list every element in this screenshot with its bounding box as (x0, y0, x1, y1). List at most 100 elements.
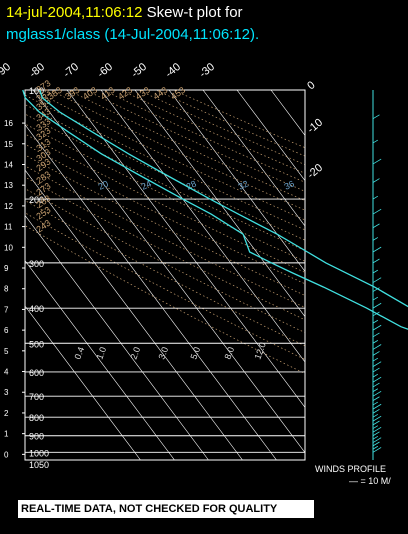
height-tick-label: 5 (4, 347, 9, 356)
height-tick-label: 0 (4, 450, 9, 459)
dry-adiabat-line (120, 90, 305, 174)
mixing-ratio-tick-label: 32 (237, 179, 250, 192)
dry-adiabat-line (67, 90, 305, 202)
theta-label: 433 (134, 85, 152, 102)
temperature-tick-label: -90 (0, 61, 13, 80)
temperature-tick-label: -30 (197, 61, 217, 80)
pressure-tick-label: 800 (29, 413, 44, 423)
isotherm-line (25, 124, 277, 460)
height-tick-label: 3 (4, 388, 9, 397)
wind-barb (372, 296, 379, 301)
theta-label: 423 (116, 85, 134, 102)
wind-barb (372, 287, 380, 292)
wind-barb (372, 401, 379, 406)
wind-barb (372, 246, 382, 253)
height-tick-label: 4 (4, 368, 9, 377)
right-temperature-tick-label: 0 (305, 79, 317, 92)
mixing-ratio-tick-label: 36 (283, 179, 296, 192)
wind-barb (372, 158, 382, 165)
wind-barb (372, 396, 380, 401)
theta-label: 243 (34, 218, 52, 235)
isotherm-line (236, 90, 305, 182)
wind-barb (372, 195, 379, 200)
height-tick-label: 15 (4, 140, 13, 149)
height-tick-label: 2 (4, 409, 9, 418)
isotherm-line (270, 90, 305, 136)
right-temperature-tick-label: -20 (305, 162, 325, 181)
wind-barb (372, 324, 382, 331)
theta-label: 393 (63, 85, 81, 102)
pressure-tick-label: 200 (29, 195, 44, 205)
wind-barb (372, 351, 380, 356)
isotherm-line (25, 305, 141, 460)
isotherm-line (25, 169, 243, 460)
wind-profile: WINDS PROFILE — = 10 M/ (315, 90, 391, 486)
wind-barb (372, 420, 380, 426)
wind-barb (372, 435, 379, 440)
wind-barb (372, 139, 379, 144)
wind-barb (372, 340, 379, 344)
wind-barb (372, 237, 379, 241)
temperature-tick-label: -80 (27, 61, 47, 80)
isotherm-line (100, 90, 305, 363)
mixing-ratio-tick-label: 20 (97, 179, 110, 192)
dry-adiabat-line (25, 200, 305, 347)
dry-adiabat-line (25, 113, 305, 251)
bottom-mixing-tick-label: 12.0 (252, 341, 267, 361)
pressure-tick-label: 900 (29, 432, 44, 442)
isotherm-line (25, 260, 175, 460)
wind-barb (372, 223, 380, 229)
pressure-tick-label: 600 (29, 368, 44, 378)
pressure-tick-label: 700 (29, 392, 44, 402)
wind-barb (372, 376, 382, 383)
wind-barb (372, 441, 380, 447)
dry-adiabat-line (85, 90, 305, 192)
wind-barb (372, 319, 379, 324)
grid-layer (24, 89, 408, 461)
pressure-tick-label: 1000 (29, 448, 49, 458)
dry-adiabat-line (25, 123, 305, 262)
wind-barb (372, 114, 380, 120)
wind-barb (372, 408, 380, 414)
dry-adiabat-line (25, 143, 305, 285)
dry-adiabat-line (25, 225, 305, 374)
wind-barb (372, 373, 379, 378)
pressure-tick-label: 100 (29, 86, 44, 96)
height-tick-label: 11 (4, 223, 13, 232)
pressure-tick-label: 1050 (29, 460, 49, 470)
temperature-tick-label: -60 (95, 61, 115, 80)
temperature-tick-label: -40 (163, 61, 183, 80)
isotherm-line (25, 214, 209, 460)
right-temperature-tick-label: -10 (305, 117, 325, 136)
temperature-profile-line (39, 89, 408, 308)
bottom-mixing-tick-label: 8.0 (222, 346, 236, 361)
isotherm-line (134, 90, 305, 318)
wind-barb (372, 403, 382, 410)
dewpoint-profile-line (22, 89, 408, 330)
wind-barb (372, 269, 379, 274)
wind-barb (372, 413, 379, 418)
theta-label: 443 (151, 85, 169, 102)
wind-barb (372, 367, 380, 373)
height-tick-label: 13 (4, 181, 13, 190)
wind-barb (372, 332, 380, 338)
chart-date: 14-jul-2004,11:06:12 (6, 4, 143, 21)
wind-barb (372, 425, 379, 429)
height-tick-label: 8 (4, 285, 9, 294)
height-tick-label: 9 (4, 264, 9, 273)
isotherm-line (202, 90, 305, 227)
wind-barb (372, 388, 379, 392)
wind-barb (372, 437, 382, 443)
chart-subtitle: mglass1/class (14-Jul-2004,11:06:12). (6, 26, 260, 43)
temperature-tick-label: -50 (129, 61, 149, 80)
mixing-ratio-line (405, 372, 408, 460)
wind-barb (372, 361, 382, 367)
height-tick-label: 12 (4, 202, 13, 211)
bottom-mixing-tick-label: 3.0 (156, 346, 170, 361)
bottom-mixing-tick-label: 0.4 (72, 346, 86, 361)
height-tick-label: 16 (4, 119, 13, 128)
data-layer (22, 89, 408, 330)
height-tick-label: 10 (4, 243, 13, 252)
pressure-tick-label: 300 (29, 259, 44, 269)
isotherm-line (32, 90, 305, 454)
